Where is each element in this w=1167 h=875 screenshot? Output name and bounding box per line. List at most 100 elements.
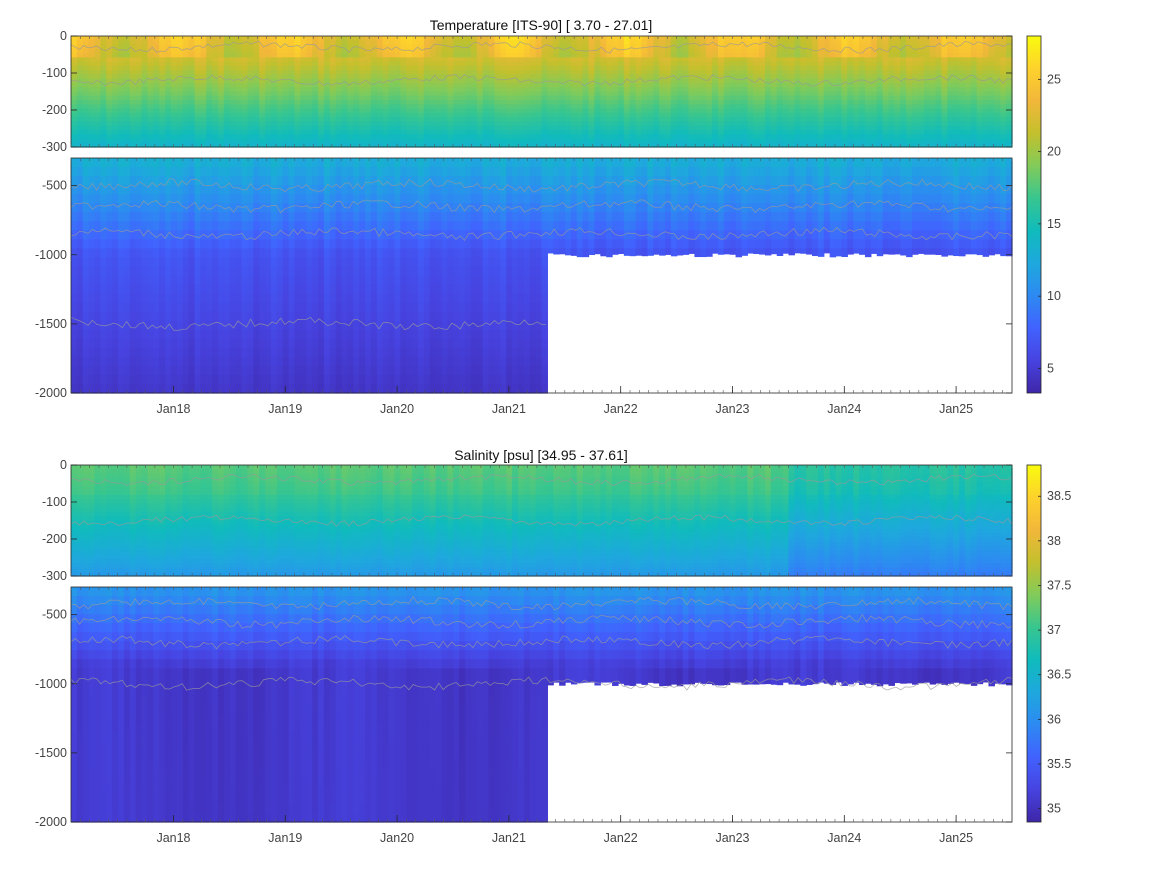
heatmap-cell xyxy=(482,36,490,41)
heatmap-cell xyxy=(700,82,707,88)
heatmap-cell xyxy=(482,87,490,93)
heatmap-cell xyxy=(817,125,825,131)
heatmap-cell xyxy=(729,95,737,101)
heatmap-cell xyxy=(864,117,872,122)
heatmap-cell xyxy=(106,221,113,231)
heatmap-cell xyxy=(541,138,548,144)
heatmap-cell xyxy=(394,95,401,101)
heatmap-cell xyxy=(441,40,448,46)
heatmap-cell xyxy=(547,53,554,58)
heatmap-cell xyxy=(576,95,584,101)
heatmap-cell xyxy=(82,284,90,295)
heatmap-cell xyxy=(529,70,537,76)
heatmap-cell xyxy=(994,129,1001,135)
heatmap-cell xyxy=(629,48,637,54)
heatmap-cell xyxy=(370,61,378,67)
heatmap-cell xyxy=(265,121,272,127)
heatmap-cell xyxy=(970,48,978,54)
heatmap-cell xyxy=(906,82,913,88)
heatmap-cell xyxy=(212,329,219,340)
heatmap-cell xyxy=(888,125,895,131)
heatmap-cell xyxy=(506,87,513,93)
heatmap-cell xyxy=(141,74,149,80)
heatmap-cell xyxy=(770,108,778,114)
heatmap-cell xyxy=(947,61,954,67)
heatmap-cell xyxy=(229,74,237,80)
heatmap-cell xyxy=(123,320,131,331)
heatmap-cell xyxy=(970,100,978,105)
heatmap-cell xyxy=(159,239,166,249)
heatmap-cell xyxy=(382,36,390,41)
heatmap-cell xyxy=(206,221,213,231)
heatmap-cell xyxy=(100,311,107,322)
heatmap-cell xyxy=(800,65,807,71)
heatmap-cell xyxy=(353,57,360,63)
heatmap-cell xyxy=(523,36,531,41)
heatmap-cell xyxy=(688,129,696,135)
heatmap-cell xyxy=(71,104,78,110)
heatmap-cell xyxy=(100,356,107,367)
heatmap-cell xyxy=(512,87,519,93)
heatmap-cell xyxy=(429,40,437,46)
heatmap-cell xyxy=(118,356,125,367)
heatmap-cell xyxy=(600,100,607,105)
heatmap-cell xyxy=(1000,61,1007,67)
heatmap-cell xyxy=(947,121,954,127)
heatmap-cell xyxy=(935,44,943,50)
heatmap-cell xyxy=(288,91,296,97)
heatmap-cell xyxy=(129,293,137,304)
heatmap-cell xyxy=(170,239,178,249)
heatmap-cell xyxy=(153,356,160,367)
heatmap-cell xyxy=(188,365,196,376)
heatmap-cell xyxy=(241,347,249,358)
heatmap-cell xyxy=(376,44,384,50)
heatmap-cell xyxy=(200,70,207,76)
heatmap-cell xyxy=(1006,117,1013,122)
heatmap-cell xyxy=(194,221,201,231)
heatmap-cell xyxy=(153,100,160,105)
heatmap-cell xyxy=(412,95,419,101)
heatmap-cell xyxy=(565,91,572,97)
heatmap-cell xyxy=(88,65,96,71)
heatmap-cell xyxy=(106,167,113,177)
heatmap-cell xyxy=(494,48,501,54)
heatmap-cell xyxy=(170,48,178,54)
heatmap-cell xyxy=(935,129,943,135)
heatmap-cell xyxy=(118,248,125,259)
heatmap-cell xyxy=(170,104,178,110)
heatmap-cell xyxy=(629,108,637,114)
heatmap-cell xyxy=(853,117,860,122)
heatmap-cell xyxy=(459,65,466,71)
heatmap-cell xyxy=(782,53,790,58)
heatmap-cell xyxy=(200,365,207,376)
heatmap-cell xyxy=(400,95,407,101)
heatmap-cell xyxy=(835,134,843,140)
heatmap-cell xyxy=(688,87,696,93)
heatmap-cell xyxy=(412,74,419,80)
heatmap-cell xyxy=(635,117,643,122)
heatmap-cell xyxy=(153,78,160,84)
heatmap-cell xyxy=(218,36,225,41)
heatmap-cell xyxy=(717,95,725,101)
heatmap-cell xyxy=(229,121,237,127)
heatmap-cell xyxy=(600,125,607,131)
heatmap-cell xyxy=(129,212,137,222)
heatmap-cell xyxy=(71,82,78,88)
heatmap-cell xyxy=(753,53,760,58)
heatmap-cell xyxy=(906,108,913,114)
heatmap-cell xyxy=(900,138,907,144)
heatmap-cell xyxy=(341,44,349,50)
heatmap-cell xyxy=(147,293,154,304)
heatmap-cell xyxy=(76,82,84,88)
heatmap-cell xyxy=(800,125,807,131)
heatmap-cell xyxy=(976,57,984,63)
heatmap-cell xyxy=(835,36,843,41)
heatmap-cell xyxy=(694,44,701,50)
heatmap-cell xyxy=(376,87,384,93)
heatmap-cell xyxy=(623,61,631,67)
heatmap-cell xyxy=(253,293,260,304)
heatmap-cell xyxy=(600,142,607,148)
heatmap-cell xyxy=(964,53,972,58)
heatmap-cell xyxy=(447,129,454,135)
heatmap-cell xyxy=(659,112,666,118)
